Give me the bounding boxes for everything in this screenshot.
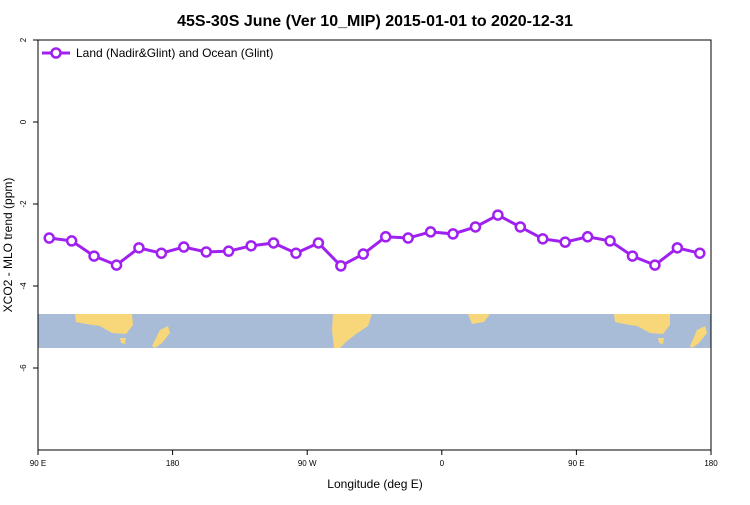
- data-point: [335, 260, 347, 272]
- y-tick-label: -6: [19, 364, 28, 372]
- data-point: [402, 232, 414, 244]
- data-point: [469, 221, 482, 233]
- data-point: [290, 247, 302, 259]
- data-point: [671, 242, 684, 254]
- data-point: [65, 235, 78, 247]
- data-point: [604, 235, 616, 247]
- data-point: [694, 247, 706, 259]
- data-point: [559, 236, 571, 248]
- data-point: [379, 231, 392, 243]
- data-point: [155, 247, 168, 259]
- data-point: [245, 240, 257, 252]
- data-point: [178, 241, 190, 253]
- data-point: [649, 259, 661, 271]
- data-point: [514, 221, 527, 233]
- x-tick-label: 180: [704, 459, 718, 468]
- data-line: [49, 213, 701, 268]
- data-point: [537, 233, 549, 245]
- data-point: [222, 245, 235, 257]
- chart-title: 45S-30S June (Ver 10_MIP) 2015-01-01 to …: [177, 13, 573, 30]
- x-tick-label: 90 E: [30, 459, 46, 468]
- y-tick-label: -2: [19, 200, 28, 208]
- data-point: [626, 250, 639, 262]
- x-tick-label: 90 E: [568, 459, 584, 468]
- map-strip: [38, 314, 711, 348]
- legend-label: Land (Nadir&Glint) and Ocean (Glint): [76, 46, 273, 60]
- x-tick-label: 0: [440, 459, 445, 468]
- data-point: [43, 232, 55, 244]
- data-point: [581, 231, 594, 243]
- data-point: [110, 259, 123, 271]
- data-point: [88, 250, 100, 262]
- x-axis-label: Longitude (deg E): [327, 477, 422, 491]
- data-point: [492, 209, 504, 221]
- y-tick-label: -4: [19, 282, 28, 290]
- data-point: [424, 226, 437, 238]
- data-point: [200, 246, 212, 258]
- x-tick-label: 90 W: [298, 459, 317, 468]
- y-tick-label: 2: [19, 37, 28, 42]
- y-axis-label: XCO2 - MLO trend (ppm): [1, 178, 15, 313]
- data-point: [267, 237, 280, 249]
- x-tick-label: 180: [166, 459, 180, 468]
- plot-frame: [37, 39, 712, 451]
- legend-marker: [50, 47, 62, 59]
- data-point: [312, 237, 325, 249]
- data-point: [447, 228, 459, 240]
- data-point: [357, 248, 370, 260]
- y-tick-label: 0: [19, 119, 28, 124]
- data-point: [133, 242, 145, 254]
